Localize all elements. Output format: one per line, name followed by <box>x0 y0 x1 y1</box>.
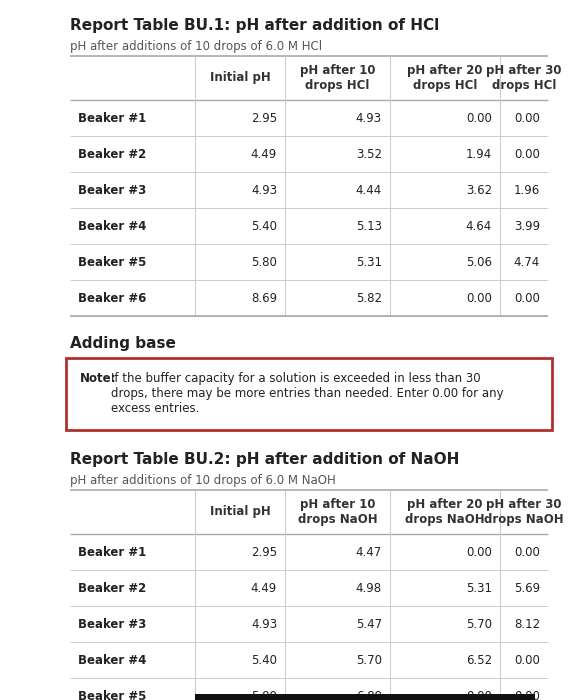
Text: pH after 10
drops NaOH: pH after 10 drops NaOH <box>298 498 377 526</box>
Text: 0.00: 0.00 <box>466 291 492 304</box>
Text: Beaker #1: Beaker #1 <box>78 545 146 559</box>
Text: Beaker #1: Beaker #1 <box>78 111 146 125</box>
Text: pH after additions of 10 drops of 6.0 M NaOH: pH after additions of 10 drops of 6.0 M … <box>70 474 336 487</box>
Text: 4.74: 4.74 <box>514 256 540 269</box>
Text: 5.40: 5.40 <box>251 654 277 666</box>
Text: pH after 20
drops HCl: pH after 20 drops HCl <box>407 64 483 92</box>
Text: 8.12: 8.12 <box>514 617 540 631</box>
Text: 2.95: 2.95 <box>251 111 277 125</box>
Text: 4.44: 4.44 <box>356 183 382 197</box>
Text: 5.06: 5.06 <box>466 256 492 269</box>
Bar <box>66 358 552 430</box>
Text: 4.98: 4.98 <box>356 582 382 594</box>
Text: 0.00: 0.00 <box>514 654 540 666</box>
Text: 0.00: 0.00 <box>466 690 492 700</box>
Text: Beaker #3: Beaker #3 <box>78 183 146 197</box>
Text: Adding base: Adding base <box>70 336 176 351</box>
Text: 3.99: 3.99 <box>514 220 540 232</box>
Text: 6.89: 6.89 <box>356 690 382 700</box>
Text: 4.93: 4.93 <box>356 111 382 125</box>
Text: 0.00: 0.00 <box>514 291 540 304</box>
Text: 4.49: 4.49 <box>250 148 277 160</box>
Text: pH after 20
drops NaOH: pH after 20 drops NaOH <box>405 498 485 526</box>
Text: 4.93: 4.93 <box>251 183 277 197</box>
Text: 3.62: 3.62 <box>466 183 492 197</box>
Text: 4.47: 4.47 <box>356 545 382 559</box>
Text: 3.52: 3.52 <box>356 148 382 160</box>
Bar <box>195 694 534 700</box>
Text: 5.70: 5.70 <box>356 654 382 666</box>
Text: 5.13: 5.13 <box>356 220 382 232</box>
Text: Beaker #5: Beaker #5 <box>78 690 146 700</box>
Text: 5.31: 5.31 <box>356 256 382 269</box>
Text: Initial pH: Initial pH <box>210 505 270 519</box>
Text: Beaker #2: Beaker #2 <box>78 582 146 594</box>
Text: pH after 30
drops NaOH: pH after 30 drops NaOH <box>484 498 564 526</box>
Text: 8.69: 8.69 <box>251 291 277 304</box>
Text: pH after 30
drops HCl: pH after 30 drops HCl <box>486 64 562 92</box>
Text: 1.96: 1.96 <box>514 183 540 197</box>
Text: 5.40: 5.40 <box>251 220 277 232</box>
Text: 0.00: 0.00 <box>514 690 540 700</box>
Text: 0.00: 0.00 <box>514 545 540 559</box>
Text: Report Table BU.1: pH after addition of HCl: Report Table BU.1: pH after addition of … <box>70 18 439 33</box>
Text: Beaker #6: Beaker #6 <box>78 291 146 304</box>
Text: 0.00: 0.00 <box>514 111 540 125</box>
Text: Beaker #4: Beaker #4 <box>78 220 146 232</box>
Text: 0.00: 0.00 <box>466 111 492 125</box>
Text: Beaker #5: Beaker #5 <box>78 256 146 269</box>
Text: 6.52: 6.52 <box>466 654 492 666</box>
Text: Initial pH: Initial pH <box>210 71 270 85</box>
Text: Beaker #3: Beaker #3 <box>78 617 146 631</box>
Text: Note:: Note: <box>80 372 116 385</box>
Text: pH after additions of 10 drops of 6.0 M HCl: pH after additions of 10 drops of 6.0 M … <box>70 40 322 53</box>
Text: 1.94: 1.94 <box>466 148 492 160</box>
Text: 0.00: 0.00 <box>466 545 492 559</box>
Text: 5.69: 5.69 <box>514 582 540 594</box>
Text: pH after 10
drops HCl: pH after 10 drops HCl <box>300 64 375 92</box>
Text: 5.31: 5.31 <box>466 582 492 594</box>
Text: 4.93: 4.93 <box>251 617 277 631</box>
Text: 5.82: 5.82 <box>356 291 382 304</box>
Text: 5.47: 5.47 <box>356 617 382 631</box>
Text: If the buffer capacity for a solution is exceeded in less than 30
drops, there m: If the buffer capacity for a solution is… <box>111 372 504 415</box>
Text: Beaker #4: Beaker #4 <box>78 654 146 666</box>
Text: Report Table BU.2: pH after addition of NaOH: Report Table BU.2: pH after addition of … <box>70 452 459 467</box>
Text: 4.64: 4.64 <box>466 220 492 232</box>
Text: 5.70: 5.70 <box>466 617 492 631</box>
Text: Beaker #2: Beaker #2 <box>78 148 146 160</box>
Text: 2.95: 2.95 <box>251 545 277 559</box>
Text: 5.80: 5.80 <box>251 690 277 700</box>
Text: 5.80: 5.80 <box>251 256 277 269</box>
Text: 4.49: 4.49 <box>250 582 277 594</box>
Text: 0.00: 0.00 <box>514 148 540 160</box>
